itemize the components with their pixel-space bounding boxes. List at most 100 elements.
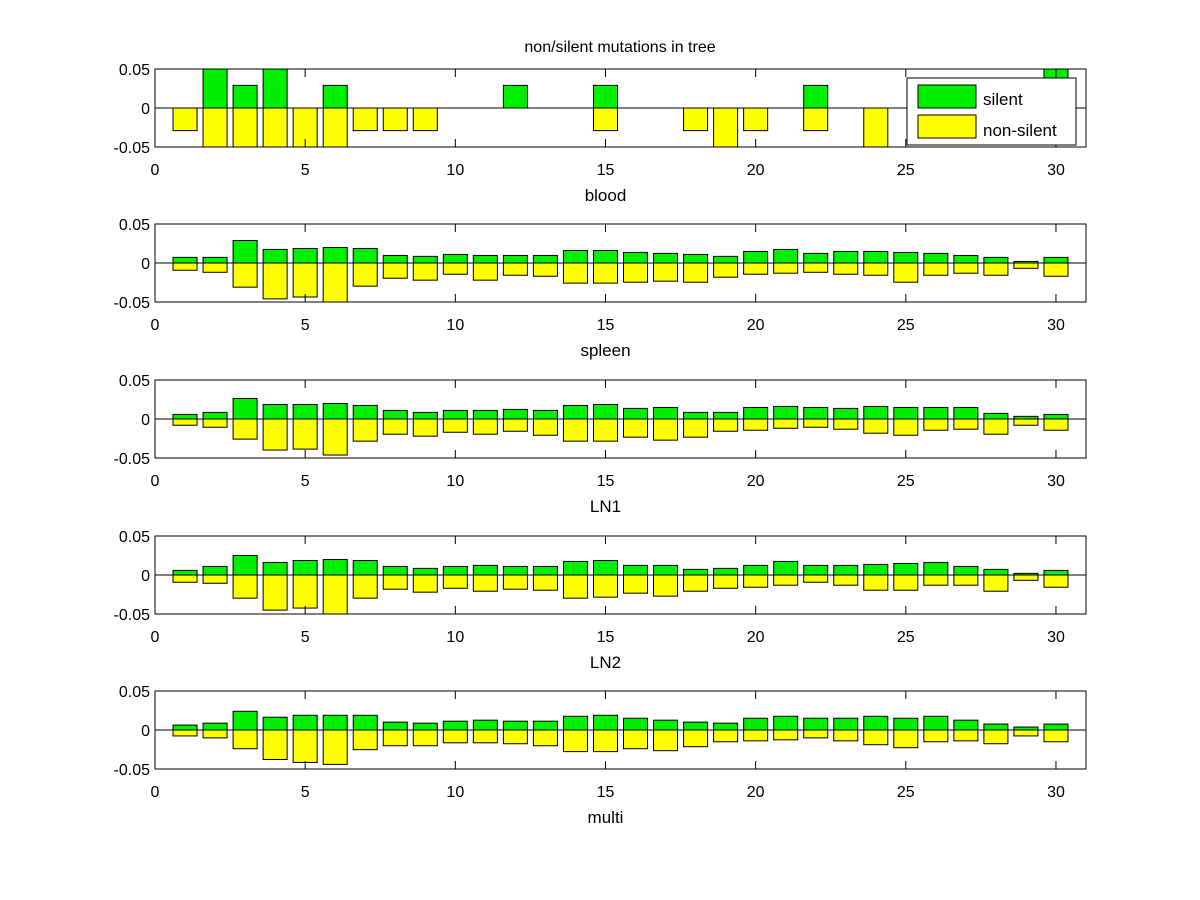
y-tick-label: -0.05 [114,451,151,468]
silent-bar-2 [202,722,228,731]
silent-bar-2 [202,411,228,420]
silent-bar-7 [352,559,378,576]
legend-swatch-non-silent [917,114,977,139]
non-silent-bar-16 [623,418,649,438]
non-silent-bar-4 [262,574,288,611]
silent-bar-25 [893,562,919,576]
non-silent-bar-2 [202,262,228,273]
non-silent-bar-10 [442,418,468,433]
non-silent-bar-24 [863,574,889,591]
silent-bar-24 [863,250,889,264]
silent-bar-30 [1043,413,1069,420]
non-silent-bar-10 [442,574,468,589]
silent-bar-14 [562,404,588,420]
non-silent-bar-7 [352,574,378,599]
non-silent-bar-23 [833,262,859,275]
silent-bar-5 [292,559,318,576]
non-silent-bar-6 [322,729,348,765]
y-tick-label: 0 [141,101,150,118]
non-silent-bar-20 [743,262,769,275]
legend-label-silent: silent [983,90,1023,109]
silent-bar-27 [953,406,979,420]
silent-bar-13 [532,254,558,264]
non-silent-bar-3 [232,418,258,440]
non-silent-bar-22 [803,262,829,273]
non-silent-bar-20 [743,574,769,588]
non-silent-bar-28 [983,574,1009,592]
non-silent-bar-27 [953,262,979,274]
silent-bar-10 [442,409,468,420]
x-tick-label: 10 [446,317,464,334]
x-tick-label: 10 [446,784,464,801]
silent-bar-5 [292,714,318,731]
silent-bar-16 [623,564,649,576]
axes-box [154,68,1087,148]
silent-bar-20 [743,250,769,264]
non-silent-bar-5 [292,574,318,609]
non-silent-bar-11 [472,729,498,744]
non-silent-bar-30 [1043,262,1069,277]
silent-bar-9 [412,567,438,576]
silent-bar-26 [923,715,949,731]
silent-bar-25 [893,717,919,731]
silent-bar-30 [1043,569,1069,576]
silent-bar-7 [352,404,378,420]
x-tick-label: 5 [301,317,310,334]
x-tick-label: 20 [747,317,765,334]
x-axis-label: spleen [580,341,630,360]
non-silent-bar-16 [623,262,649,283]
non-silent-bar-26 [923,729,949,743]
silent-bar-12 [502,84,528,109]
silent-bar-21 [773,248,799,264]
non-silent-bar-9 [412,729,438,747]
silent-bar-4 [262,561,288,576]
silent-bar-13 [532,565,558,576]
y-tick-label: 0 [141,256,150,273]
non-silent-bar-19 [713,729,739,743]
non-silent-bar-6 [322,574,348,614]
non-silent-bar-18 [683,574,709,592]
non-silent-bar-21 [773,418,799,429]
non-silent-bar-23 [833,729,859,742]
silent-bar-16 [623,717,649,731]
non-silent-bar-8 [382,262,408,279]
non-silent-bar-13 [532,574,558,591]
silent-bar-8 [382,254,408,264]
silent-bar-20 [743,564,769,576]
non-silent-bar-2 [202,418,228,428]
silent-bar-2 [202,256,228,264]
non-silent-bar-7 [352,262,378,287]
silent-bar-17 [653,406,679,420]
non-silent-bar-28 [983,729,1009,745]
silent-bar-6 [322,558,348,576]
silent-bar-14 [562,250,588,264]
silent-bar-1 [172,256,198,264]
non-silent-bar-28 [983,418,1009,435]
non-silent-bar-8 [382,729,408,747]
silent-bar-23 [833,564,859,576]
non-silent-bar-25 [893,262,919,283]
non-silent-bar-11 [472,418,498,435]
axes-box [154,379,1087,459]
silent-bar-16 [623,407,649,420]
non-silent-bar-18 [683,418,709,438]
x-tick-label: 20 [747,162,765,179]
non-silent-bar-9 [412,262,438,281]
x-tick-label: 5 [301,162,310,179]
silent-bar-18 [683,253,709,264]
x-tick-label: 5 [301,629,310,646]
non-silent-bar-24 [863,262,889,276]
non-silent-bar-12 [502,418,528,432]
bars [172,710,1069,765]
silent-bar-22 [803,406,829,420]
x-tick-label: 20 [747,629,765,646]
x-tick-label: 15 [597,629,615,646]
y-tick-label: 0 [141,568,150,585]
axes-box [154,535,1087,615]
y-tick-label: 0 [141,412,150,429]
silent-bar-18 [683,411,709,420]
non-silent-bar-15 [592,262,618,284]
